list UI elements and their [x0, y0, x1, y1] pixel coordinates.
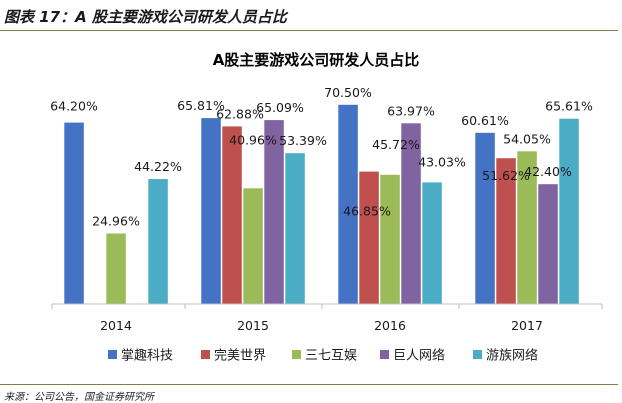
bar-2-2017 [517, 151, 537, 304]
bar-2-2015 [243, 188, 263, 304]
bar-2-2016 [380, 174, 400, 304]
data-label-1-2016: 46.85% [343, 204, 391, 219]
x-ticks-layer: 2014 2015 2016 2017 [51, 304, 603, 333]
legend-swatch-3 [380, 350, 389, 359]
legend-label-1: 完美世界 [214, 349, 266, 364]
figure-caption: 图表 17：A 股主要游戏公司研发人员占比 [4, 8, 287, 26]
data-label-4-2016: 43.03% [418, 154, 466, 169]
data-label-4-2015: 53.39% [279, 133, 327, 148]
legend-swatch-1 [201, 350, 210, 359]
legend-item-1: 完美世界 [201, 349, 266, 364]
bar-4-2017 [559, 118, 579, 304]
data-label-4-2017: 65.61% [545, 99, 593, 114]
legend-item-2: 三七互娱 [292, 349, 357, 364]
bar-4-2015 [285, 153, 305, 304]
data-label-4-2014: 44.22% [134, 159, 182, 174]
legend-label-4: 游族网络 [486, 348, 538, 364]
data-label-2-2017: 54.05% [503, 131, 551, 146]
data-label-3-2017: 42.40% [524, 164, 572, 179]
source-note: 来源：公司公告，国金证券研究所 [4, 392, 154, 403]
caption-rule [0, 30, 618, 31]
data-label-3-2016: 63.97% [387, 103, 435, 118]
legend-item-3: 巨人网络 [380, 348, 445, 364]
bar-1-2017 [496, 158, 516, 304]
x-tick-label-2016: 2016 [374, 318, 406, 333]
source-rule [0, 384, 618, 385]
bar-0-2017 [475, 132, 495, 304]
legend-swatch-2 [292, 350, 301, 359]
chart-title: A股主要游戏公司研发人员占比 [213, 51, 420, 69]
data-label-2-2015: 40.96% [229, 132, 277, 147]
bar-1-2016 [359, 171, 379, 304]
bar-0-2016 [338, 104, 358, 304]
bar-4-2014 [148, 179, 168, 304]
legend-swatch-4 [473, 350, 482, 359]
data-label-0-2015: 65.81% [177, 98, 225, 113]
bar-1-2015 [222, 126, 242, 305]
legend: 掌趣科技 完美世界 三七互娱 巨人网络 游族网络 [108, 348, 538, 364]
data-labels-layer: 64.20% 24.96% 44.22% 65.81%62.88% 40.96% 65.0… [50, 85, 593, 229]
data-label-2-2016: 45.72% [372, 137, 420, 152]
data-label-0-2016: 70.50% [324, 85, 372, 100]
legend-item-0: 掌趣科技 [108, 349, 173, 364]
data-label-0-2017: 60.61% [461, 113, 509, 128]
bar-4-2016 [422, 182, 442, 304]
x-tick-label-2015: 2015 [237, 318, 269, 333]
data-label-1-2017: 51.62% [482, 168, 530, 183]
bar-3-2015 [264, 120, 284, 304]
data-label-1-2015: 62.88% [216, 106, 264, 121]
bar-3-2016 [401, 123, 421, 304]
x-tick-label-2014: 2014 [100, 318, 132, 333]
legend-label-3: 巨人网络 [393, 348, 445, 364]
legend-label-0: 掌趣科技 [121, 349, 173, 364]
legend-item-4: 游族网络 [473, 348, 538, 364]
bar-3-2017 [538, 184, 558, 304]
bar-0-2014 [64, 122, 84, 304]
data-label-2-2014: 24.96% [92, 214, 140, 229]
x-tick-label-2017: 2017 [511, 318, 543, 333]
data-label-3-2015: 65.09% [256, 100, 304, 115]
data-label-0-2014: 64.20% [50, 99, 98, 114]
bar-2-2014 [106, 233, 126, 304]
bars-layer [64, 104, 579, 305]
bar-0-2015 [201, 118, 221, 304]
legend-label-2: 三七互娱 [305, 349, 357, 364]
legend-swatch-0 [108, 350, 117, 359]
